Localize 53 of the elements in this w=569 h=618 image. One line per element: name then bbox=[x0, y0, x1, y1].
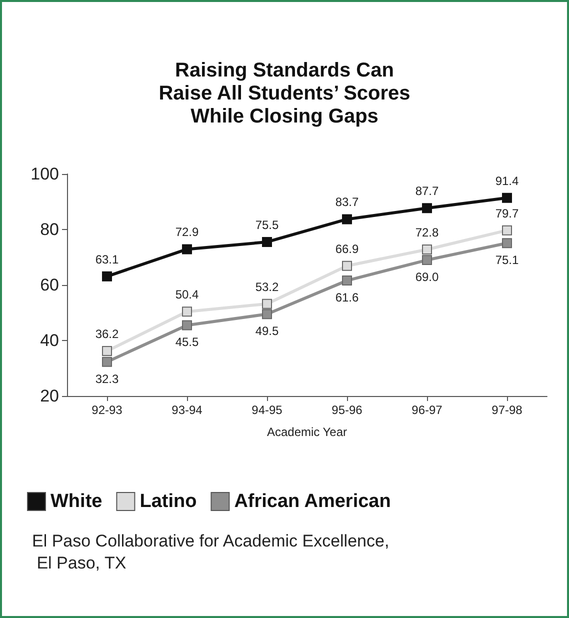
data-label: 75.5 bbox=[255, 218, 279, 232]
x-tick-label: 94-95 bbox=[252, 403, 283, 417]
chart-title: Raising Standards Can Raise All Students’ Scores While Closing Gaps bbox=[158, 60, 410, 128]
point bbox=[422, 255, 432, 266]
data-label: 61.6 bbox=[335, 290, 359, 305]
point bbox=[102, 356, 112, 367]
y-tick-label: 100 bbox=[30, 164, 59, 184]
legend-label: Latino bbox=[140, 491, 197, 512]
point bbox=[102, 271, 112, 282]
data-label: 45.5 bbox=[175, 335, 199, 350]
x-tick-label: 93-94 bbox=[172, 403, 203, 417]
point bbox=[342, 276, 352, 286]
data-label: 49.5 bbox=[255, 324, 279, 338]
data-label: 72.8 bbox=[415, 225, 439, 240]
point bbox=[502, 192, 512, 203]
data-label: 91.4 bbox=[495, 174, 519, 188]
point bbox=[342, 260, 352, 271]
point bbox=[502, 238, 512, 248]
point bbox=[422, 244, 432, 254]
text: El Paso Collaborative for Academic Excellence, El Paso, TX bbox=[32, 532, 390, 572]
legend-label: African American bbox=[234, 491, 391, 512]
y-tick-label: 40 bbox=[40, 331, 59, 350]
legend-label: White bbox=[50, 491, 102, 512]
point bbox=[102, 346, 112, 356]
data-label: 36.2 bbox=[95, 327, 119, 342]
data-label: 87.7 bbox=[415, 184, 439, 198]
data-label: 69.0 bbox=[415, 270, 439, 284]
data-label: 66.9 bbox=[335, 242, 359, 256]
data-label: 72.9 bbox=[175, 225, 199, 240]
data-label: 83.7 bbox=[335, 195, 359, 210]
point bbox=[262, 298, 272, 309]
point bbox=[422, 203, 432, 214]
y-tick-label: 80 bbox=[40, 220, 59, 239]
x-tick-label: 96-97 bbox=[412, 403, 443, 417]
x-tick-label: 92-93 bbox=[92, 403, 123, 417]
point bbox=[182, 244, 192, 254]
point bbox=[342, 214, 352, 224]
data-label: 79.7 bbox=[495, 206, 519, 220]
data-label: 53.2 bbox=[255, 280, 279, 294]
y-tick-label: 20 bbox=[40, 386, 59, 406]
point bbox=[262, 309, 272, 320]
data-label: 63.1 bbox=[95, 252, 119, 266]
point bbox=[502, 225, 512, 236]
point bbox=[182, 320, 192, 330]
data-label: 50.4 bbox=[175, 288, 199, 302]
x-tick-label: 97-98 bbox=[492, 403, 523, 417]
data-label: 32.3 bbox=[95, 372, 119, 386]
x-tick-label: 95-96 bbox=[332, 403, 363, 417]
point bbox=[182, 306, 192, 317]
x-axis-title: Academic Year bbox=[266, 425, 348, 439]
data-label: 75.1 bbox=[495, 253, 519, 268]
y-tick-label: 60 bbox=[40, 276, 59, 294]
point bbox=[262, 236, 272, 247]
